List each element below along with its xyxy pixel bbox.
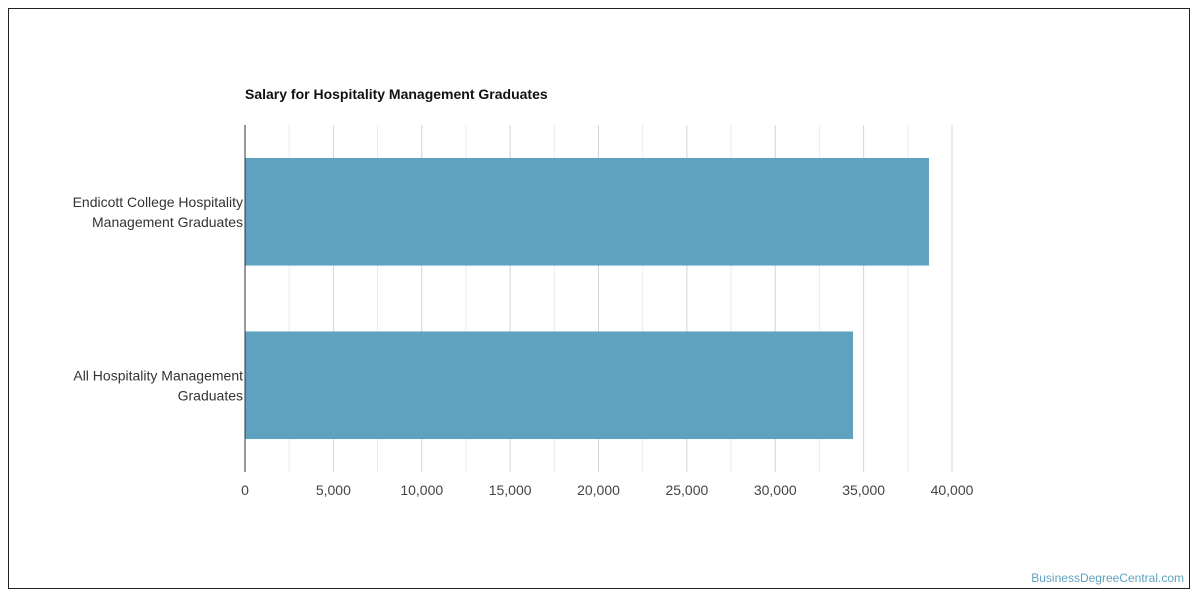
category-label: Endicott College Hospitality Management G… [73, 194, 243, 230]
category-label: All Hospitality Management Graduates [73, 367, 243, 403]
chart-title: Salary for Hospitality Management Gradua… [245, 86, 548, 102]
x-tick-label: 25,000 [665, 482, 708, 498]
x-tick-labels: 0 5,000 10,000 15,000 20,000 25,000 30,000 35,0… [241, 482, 974, 498]
x-tick-label: 35,000 [842, 482, 885, 498]
category-labels: Endicott College Hospitality Management G… [73, 194, 244, 404]
bar[interactable] [245, 331, 854, 440]
bar[interactable] [245, 157, 930, 266]
x-tick-label: 10,000 [400, 482, 443, 498]
x-tick-label: 5,000 [316, 482, 351, 498]
x-tick-label: 40,000 [931, 482, 974, 498]
x-tick-label: 0 [241, 482, 249, 498]
x-tick-label: 15,000 [489, 482, 532, 498]
x-tick-label: 30,000 [754, 482, 797, 498]
source-credit[interactable]: BusinessDegreeCentral.com [1031, 571, 1184, 585]
x-tick-label: 20,000 [577, 482, 620, 498]
bars [245, 157, 930, 440]
